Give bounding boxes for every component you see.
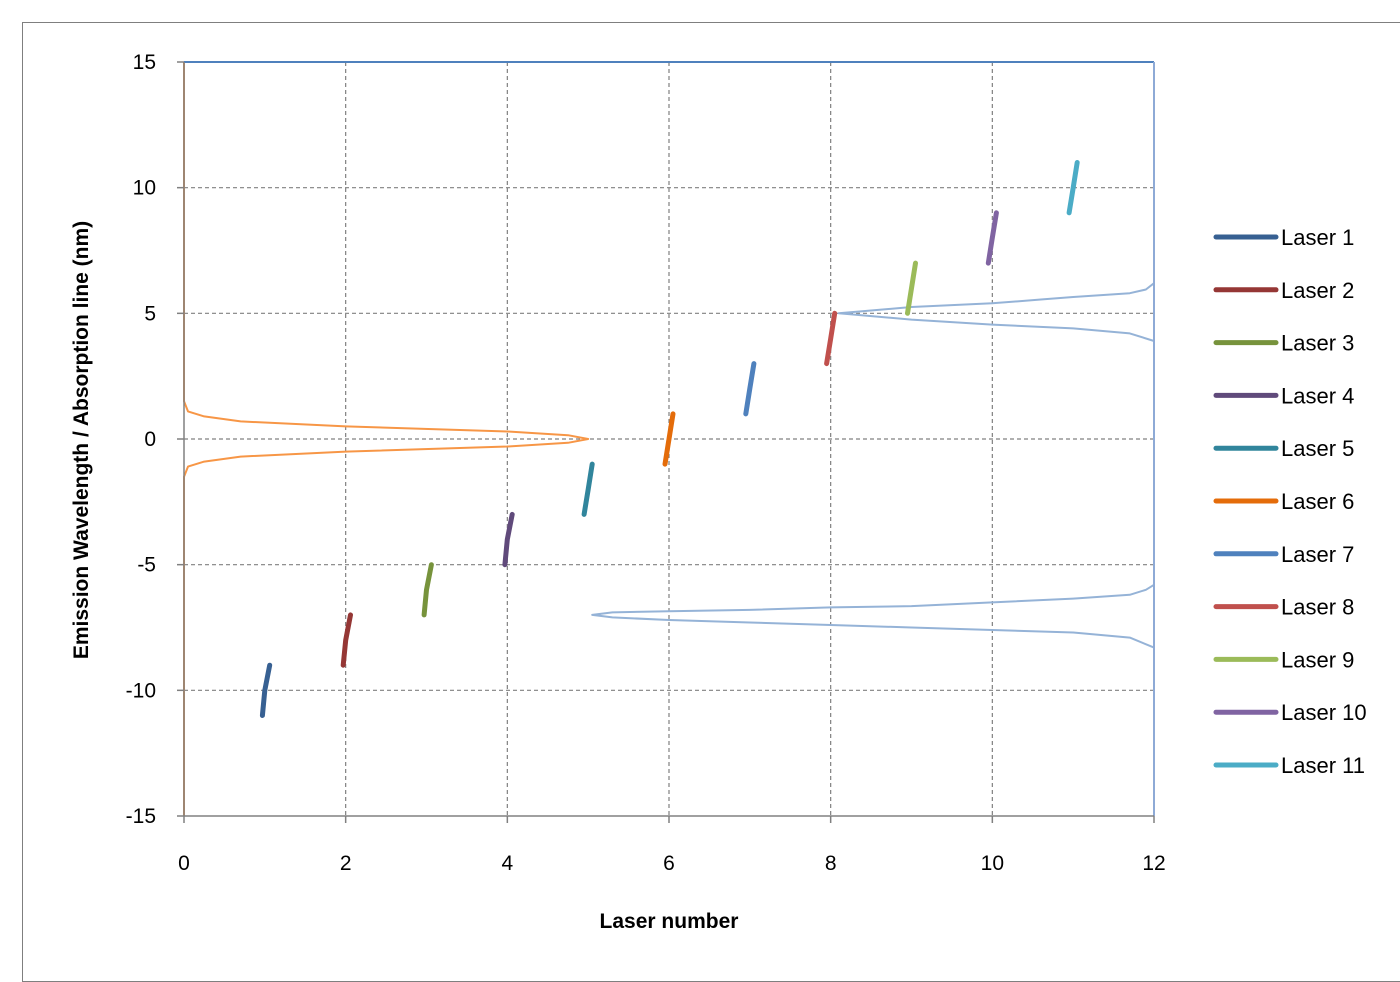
legend-item-laser-6: Laser 6 bbox=[1213, 489, 1354, 514]
series-line-laser-2 bbox=[340, 612, 353, 668]
x-axis-title: Laser number bbox=[600, 910, 739, 933]
legend-item-laser-11: Laser 11 bbox=[1213, 753, 1365, 778]
legend-item-laser-1: Laser 1 bbox=[1213, 225, 1354, 250]
legend: Laser 1 Laser 2 Laser 3 Laser 4 Laser 5 Laser… bbox=[1213, 225, 1367, 778]
x-tick-label: 10 bbox=[981, 852, 1004, 875]
grid bbox=[184, 62, 1154, 816]
legend-label: Laser 1 bbox=[1281, 225, 1354, 250]
x-tick-label: 4 bbox=[501, 852, 513, 875]
legend-label: Laser 10 bbox=[1281, 700, 1367, 725]
axes: 0 2 4 6 8 10 12 -15 -10 -5 0 5 10 15 bbox=[126, 51, 1166, 875]
x-tick-label: 2 bbox=[340, 852, 352, 875]
y-axis-title: Emission Wavelength / Absorption line (n… bbox=[70, 221, 93, 659]
legend-label: Laser 7 bbox=[1281, 542, 1354, 567]
absorption-line-1 bbox=[183, 62, 590, 816]
legend-item-laser-5: Laser 5 bbox=[1213, 436, 1354, 461]
series-line-laser-3 bbox=[421, 562, 434, 618]
series-line-laser-8 bbox=[824, 310, 838, 367]
series-line-laser-10 bbox=[985, 210, 999, 266]
y-tick-label: 10 bbox=[133, 177, 156, 200]
series-line-laser-9 bbox=[905, 260, 918, 316]
series-line-laser-5 bbox=[581, 461, 595, 517]
absorption-lines bbox=[183, 62, 1155, 816]
legend-item-laser-10: Laser 10 bbox=[1213, 700, 1367, 725]
legend-label: Laser 5 bbox=[1281, 436, 1354, 461]
legend-item-laser-4: Laser 4 bbox=[1213, 383, 1354, 408]
legend-label: Laser 9 bbox=[1281, 647, 1354, 672]
y-tick-label: 5 bbox=[144, 302, 156, 325]
series-line-laser-7 bbox=[743, 361, 757, 417]
legend-label: Laser 4 bbox=[1281, 383, 1354, 408]
legend-label: Laser 3 bbox=[1281, 331, 1354, 356]
legend-label: Laser 11 bbox=[1281, 753, 1365, 778]
series-line-laser-4 bbox=[502, 511, 515, 568]
series-line-laser-6 bbox=[662, 411, 676, 467]
y-tick-label: -15 bbox=[126, 805, 156, 828]
series bbox=[259, 160, 1080, 718]
x-tick-label: 6 bbox=[663, 852, 675, 875]
legend-label: Laser 2 bbox=[1281, 278, 1354, 303]
absorption-line-2 bbox=[837, 282, 1155, 342]
absorption-line-3 bbox=[591, 583, 1155, 649]
legend-label: Laser 8 bbox=[1281, 595, 1354, 620]
x-tick-label: 12 bbox=[1142, 852, 1165, 875]
x-tick-label: 8 bbox=[825, 852, 837, 875]
y-tick-label: -5 bbox=[137, 554, 156, 577]
series-line-laser-1 bbox=[259, 662, 273, 718]
legend-item-laser-7: Laser 7 bbox=[1213, 542, 1354, 567]
y-tick-label: 0 bbox=[144, 428, 156, 451]
y-tick-label: 15 bbox=[133, 51, 156, 74]
legend-item-laser-3: Laser 3 bbox=[1213, 331, 1354, 356]
legend-item-laser-2: Laser 2 bbox=[1213, 278, 1354, 303]
y-tick-label: -10 bbox=[126, 679, 156, 702]
legend-item-laser-8: Laser 8 bbox=[1213, 595, 1354, 620]
x-tick-label: 0 bbox=[178, 852, 190, 875]
series-line-laser-11 bbox=[1066, 160, 1080, 216]
legend-label: Laser 6 bbox=[1281, 489, 1354, 514]
legend-item-laser-9: Laser 9 bbox=[1213, 647, 1354, 672]
